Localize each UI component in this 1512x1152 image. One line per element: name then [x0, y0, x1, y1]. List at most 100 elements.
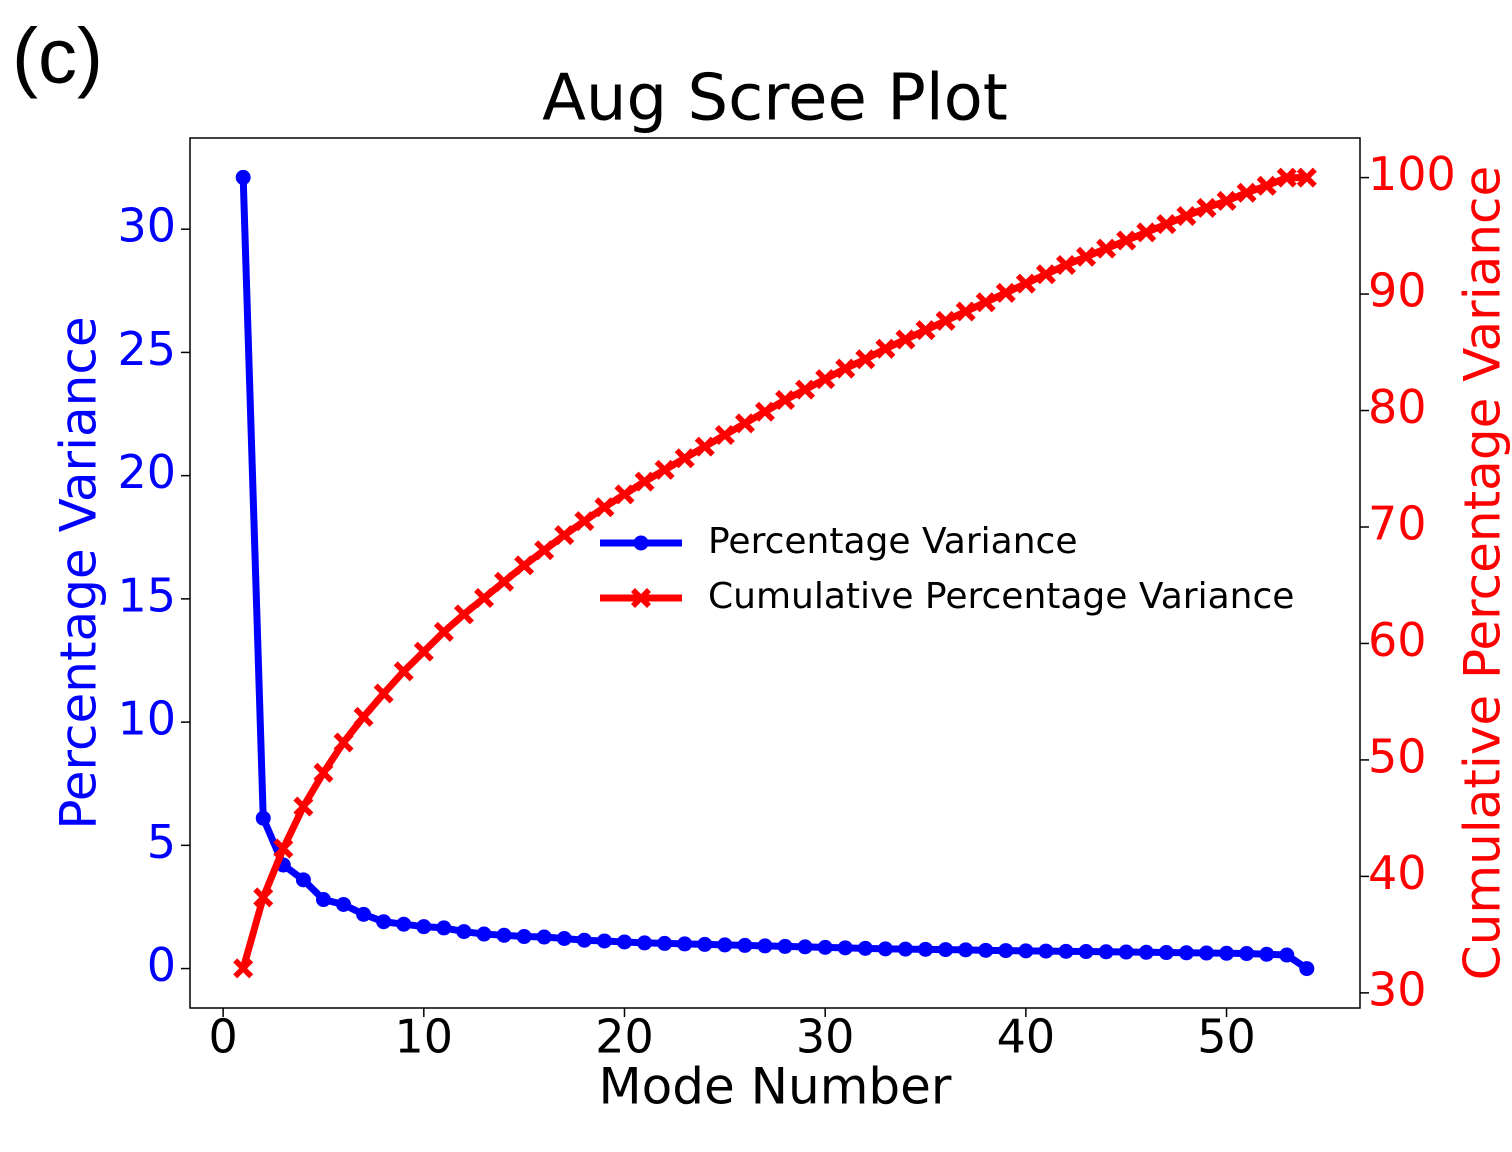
legend-label: Percentage Variance — [708, 521, 1077, 562]
series-line — [239, 174, 1307, 970]
marker — [596, 933, 612, 949]
marker — [817, 939, 833, 955]
marker — [1076, 246, 1097, 267]
marker — [915, 320, 936, 341]
marker — [1256, 175, 1277, 196]
marker — [1296, 167, 1317, 188]
y2-axis-label: Cumulative Percentage Variance — [1454, 166, 1512, 980]
marker — [1276, 167, 1297, 188]
marker — [453, 604, 474, 625]
marker — [1156, 214, 1177, 235]
marker — [614, 484, 635, 505]
y2-tick-label: 70 — [1368, 496, 1427, 550]
marker — [835, 358, 856, 379]
marker — [1178, 945, 1194, 961]
marker — [797, 939, 813, 955]
y2-tick-label: 50 — [1368, 729, 1427, 783]
marker — [396, 916, 412, 932]
marker — [436, 920, 452, 936]
marker — [697, 936, 713, 952]
marker — [1299, 961, 1315, 977]
marker — [775, 390, 796, 411]
marker — [998, 943, 1014, 959]
marker — [1058, 943, 1074, 959]
marker — [935, 310, 956, 331]
marker — [1219, 945, 1235, 961]
marker — [1116, 230, 1137, 251]
legend-marker — [631, 588, 651, 608]
y2-tick-label: 80 — [1368, 380, 1427, 434]
y-tick-label: 20 — [117, 445, 176, 499]
marker — [1035, 264, 1056, 285]
marker — [496, 927, 512, 943]
marker — [1216, 190, 1237, 211]
marker — [877, 941, 893, 957]
marker — [677, 936, 693, 952]
x-tick-label: 30 — [796, 1010, 855, 1064]
y-tick-label: 15 — [117, 568, 176, 622]
marker — [1018, 943, 1034, 959]
marker — [576, 932, 592, 948]
x-axis-label: Mode Number — [599, 1058, 952, 1116]
marker — [494, 571, 515, 592]
marker — [233, 958, 254, 979]
marker — [313, 762, 334, 783]
marker — [657, 935, 673, 951]
marker — [413, 641, 434, 662]
marker — [1279, 947, 1295, 963]
y-tick-label: 10 — [117, 692, 176, 746]
marker — [1015, 273, 1036, 294]
marker — [897, 941, 913, 957]
marker — [634, 471, 655, 492]
y2-tick-label: 60 — [1368, 613, 1427, 667]
marker — [393, 661, 414, 682]
marker — [717, 937, 733, 953]
marker — [353, 706, 374, 727]
marker — [1196, 197, 1217, 218]
series-line — [239, 177, 1309, 972]
legend-label: Cumulative Percentage Variance — [708, 576, 1294, 617]
marker — [273, 838, 294, 859]
y2-tick-label: 30 — [1368, 962, 1427, 1016]
marker — [293, 796, 314, 817]
x-tick-label: 10 — [395, 1010, 454, 1064]
y-axis-label: Percentage Variance — [50, 316, 108, 829]
y-tick-label: 25 — [117, 322, 176, 376]
marker — [1098, 944, 1114, 960]
marker — [975, 292, 996, 313]
marker — [815, 369, 836, 390]
marker — [694, 436, 715, 457]
marker — [574, 511, 595, 532]
chart-title: Aug Scree Plot — [542, 62, 1008, 136]
marker — [895, 329, 916, 350]
marker — [476, 926, 492, 942]
marker — [1055, 254, 1076, 275]
marker — [1198, 945, 1214, 961]
marker — [253, 887, 274, 908]
marker — [737, 937, 753, 953]
x-tick-label: 0 — [208, 1010, 237, 1064]
marker — [514, 555, 535, 576]
y2-tick-label: 40 — [1368, 846, 1427, 900]
marker — [315, 892, 331, 908]
marker — [674, 448, 695, 469]
marker — [1259, 946, 1275, 962]
marker — [1096, 238, 1117, 259]
y-tick-label: 5 — [147, 815, 176, 869]
y-tick-label: 30 — [117, 199, 176, 253]
marker — [1236, 182, 1257, 203]
plot-frame — [189, 137, 1361, 1009]
marker — [1078, 944, 1094, 960]
marker — [777, 938, 793, 954]
marker — [795, 379, 816, 400]
marker — [754, 401, 775, 422]
marker — [938, 942, 954, 958]
marker — [714, 424, 735, 445]
marker — [734, 413, 755, 434]
marker — [336, 896, 352, 912]
marker — [616, 934, 632, 950]
marker — [295, 872, 311, 888]
marker — [1038, 943, 1054, 959]
x-tick-label: 20 — [595, 1010, 654, 1064]
